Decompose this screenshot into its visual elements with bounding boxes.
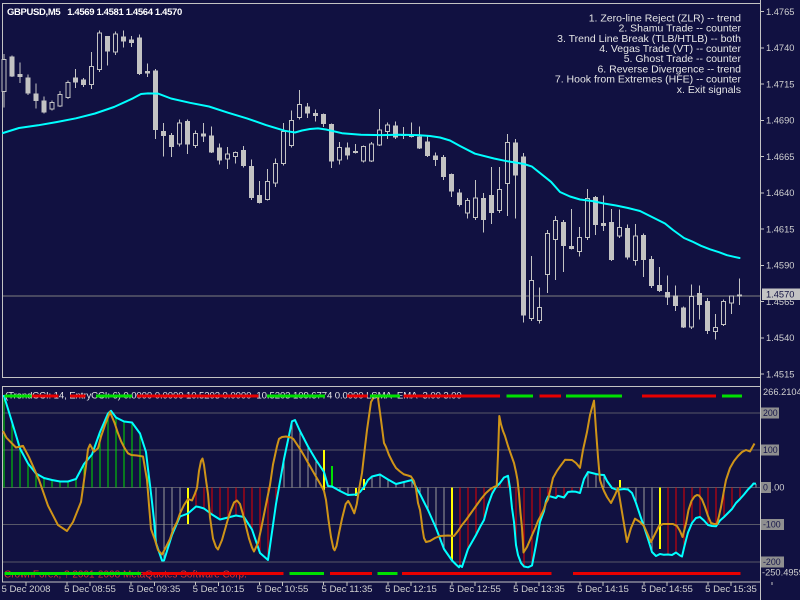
svg-text:1.4765: 1.4765 [766, 7, 794, 17]
svg-text:.00: .00 [772, 483, 785, 493]
svg-text:5 Dec 10:55: 5 Dec 10:55 [257, 584, 309, 595]
svg-text:-100: -100 [763, 520, 781, 530]
svg-text:5 Dec 10:15: 5 Dec 10:15 [193, 584, 245, 595]
svg-text:1. Zero-line Reject (ZLR) --: 1. Zero-line Reject (ZLR) -- trend [589, 12, 741, 24]
svg-text:5 Dec 11:35: 5 Dec 11:35 [321, 584, 372, 595]
svg-text:0: 0 [763, 483, 768, 493]
svg-text:1.4565: 1.4565 [766, 297, 794, 307]
svg-text:-250.4959: -250.4959 [762, 568, 800, 578]
svg-text:5 Dec 14:55: 5 Dec 14:55 [641, 584, 693, 595]
svg-text:200: 200 [763, 408, 778, 418]
svg-text:3. Trend Line Break (TLB/HTLB): 3. Trend Line Break (TLB/HTLB) -- both [557, 33, 741, 45]
svg-text:5 Dec 09:35: 5 Dec 09:35 [129, 584, 181, 595]
svg-text:4. Vegas Trade (VT) -- counte: 4. Vegas Trade (VT) -- counter [599, 43, 741, 55]
svg-text:6. Reverse Divergence -- trend: 6. Reverse Divergence -- trend [597, 63, 741, 75]
svg-text:5 Dec 14:15: 5 Dec 14:15 [577, 584, 629, 595]
svg-text:1.4515: 1.4515 [766, 369, 794, 379]
svg-text:1.4665: 1.4665 [766, 152, 794, 162]
svg-text:5 Dec 08:55: 5 Dec 08:55 [64, 584, 116, 595]
svg-text:7. Hook from Extremes (HFE) --: 7. Hook from Extremes (HFE) -- counter [555, 74, 742, 86]
svg-text:1.4590: 1.4590 [766, 261, 794, 271]
svg-text:1.4715: 1.4715 [766, 79, 794, 89]
svg-text:5 Dec 13:35: 5 Dec 13:35 [513, 584, 565, 595]
svg-text:5 Dec 12:15: 5 Dec 12:15 [385, 584, 437, 595]
svg-text:-200: -200 [763, 557, 781, 567]
svg-text:1.4570: 1.4570 [766, 290, 794, 300]
svg-text:100: 100 [763, 445, 778, 455]
svg-text:2. Shamu Trade -- counter: 2. Shamu Trade -- counter [618, 23, 741, 35]
svg-text:1.4690: 1.4690 [766, 116, 794, 126]
svg-text:x. Exit signals: x. Exit signals [677, 84, 741, 96]
svg-text:1.4640: 1.4640 [766, 188, 794, 198]
svg-text:1.4540: 1.4540 [766, 333, 794, 343]
svg-text:1.4740: 1.4740 [766, 43, 794, 53]
svg-text:5 Dec 12:55: 5 Dec 12:55 [449, 584, 501, 595]
svg-text:266.2104: 266.2104 [763, 387, 800, 397]
svg-text:5 Dec 2008: 5 Dec 2008 [1, 584, 50, 595]
svg-text:5 Dec 15:35: 5 Dec 15:35 [705, 584, 757, 595]
svg-text:5. Ghost Trade -- counter: 5. Ghost Trade -- counter [624, 53, 742, 65]
svg-text:GBPUSD,M5 1.4569 1.4581 1.45: GBPUSD,M5 1.4569 1.4581 1.4564 1.4570 [7, 7, 182, 18]
svg-text:1.4615: 1.4615 [766, 224, 794, 234]
